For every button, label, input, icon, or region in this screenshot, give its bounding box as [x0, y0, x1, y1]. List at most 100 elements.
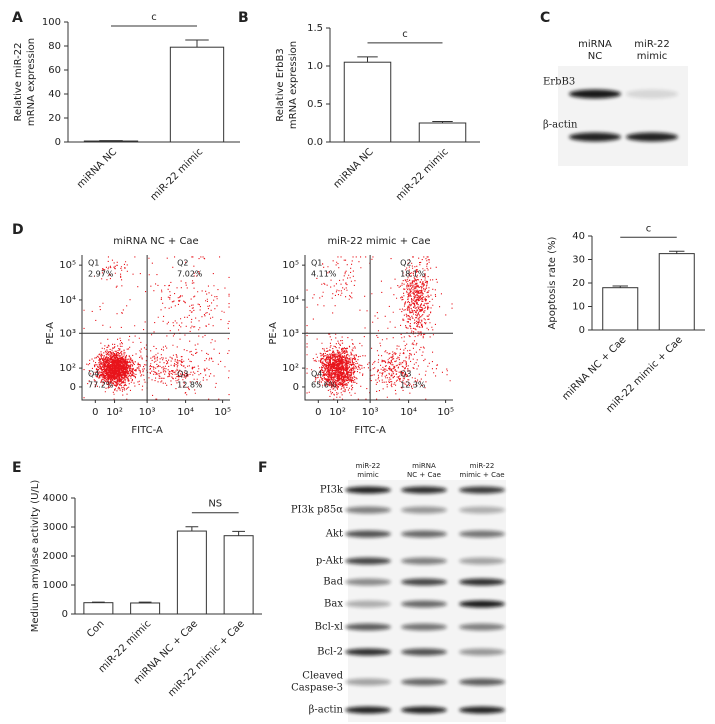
x-axis-label: FITC-A	[354, 425, 386, 436]
x-tick-label: 10³	[139, 407, 156, 418]
error-bar	[185, 526, 199, 532]
bar	[130, 602, 161, 615]
y-tick-label: 80	[48, 41, 61, 52]
plot-title: miR-22 mimic + Cae	[327, 236, 430, 247]
blot-row-label: PI3k p85α	[291, 505, 343, 516]
blot-band	[345, 578, 391, 586]
panel-label: F	[258, 460, 268, 476]
x-tick-label: 10⁴	[400, 407, 417, 418]
quadrant-name: Q2	[400, 259, 411, 268]
x-tick-label: miR-22 mimic + Cae	[166, 618, 247, 699]
blot-row-label: PI3k	[320, 485, 344, 496]
y-axis-label: Relative miR-22	[13, 43, 24, 122]
quadrant-name: Q4	[311, 370, 322, 379]
blot-band	[459, 648, 505, 656]
y-axis-label: Relative ErbB3	[275, 48, 286, 122]
blot-column-label: miR-22	[356, 462, 381, 470]
bar	[83, 140, 139, 143]
quadrant-value: 65.6%	[311, 381, 337, 390]
blot-band	[459, 557, 505, 565]
event-dots	[306, 256, 453, 400]
x-tick-label: 10⁵	[214, 407, 231, 418]
blot-column-label: miR-22	[634, 39, 669, 50]
blot-band	[401, 648, 447, 656]
blot-band	[345, 678, 391, 686]
error-bar	[232, 530, 246, 536]
error-bar	[612, 285, 628, 288]
y-tick-label: 0.0	[307, 137, 323, 148]
blot-row-label: Bcl-xl	[315, 622, 343, 633]
blot-row-label: Akt	[325, 529, 343, 540]
x-tick-label: miR-22 mimic	[149, 146, 206, 203]
x-axis-label: FITC-A	[131, 425, 163, 436]
blot-row-label: ErbB3	[543, 77, 575, 88]
blot-row-label: β-actin	[543, 120, 578, 131]
blot-band	[459, 623, 505, 631]
y-axis-label: mRNA expression	[26, 38, 37, 126]
y-tick-label: 3000	[43, 522, 68, 533]
significance-label: c	[402, 29, 408, 40]
blot-band	[459, 486, 505, 494]
y-axis-label: Medium amylase activity (U/L)	[30, 480, 41, 633]
blot-band	[345, 623, 391, 631]
bar	[176, 530, 207, 615]
y-tick-label: 0.5	[307, 99, 323, 110]
blot-band	[345, 600, 391, 608]
y-tick-label: 0	[55, 137, 61, 148]
blot-band	[459, 578, 505, 586]
y-tick-label: 10²	[59, 363, 76, 374]
y-tick-label: 10	[572, 302, 585, 313]
y-tick-label: 4000	[43, 493, 68, 504]
y-tick-label: 10⁴	[59, 295, 76, 306]
blot-band	[345, 557, 391, 565]
y-axis-label: PE-A	[268, 322, 279, 345]
blot-band	[401, 530, 447, 538]
blot-band	[345, 530, 391, 538]
x-tick-label: 0	[315, 407, 321, 418]
quadrant-value: 12.3%	[400, 381, 426, 390]
quadrant-name: Q1	[311, 259, 322, 268]
blot-band	[569, 89, 621, 99]
blot-band	[401, 578, 447, 586]
blot-band	[401, 623, 447, 631]
y-axis-label: mRNA expression	[288, 41, 299, 129]
bar	[169, 46, 225, 143]
blot-column-label: mimic	[637, 51, 668, 62]
significance-label: NS	[208, 499, 222, 510]
y-tick-label: 10²	[282, 363, 299, 374]
blot-band	[401, 486, 447, 494]
blot-band	[459, 506, 505, 514]
blot-column-label: miR-22	[470, 462, 495, 470]
error-bar	[357, 56, 378, 63]
blot-band	[345, 648, 391, 656]
bar	[83, 602, 114, 615]
x-tick-label: Con	[85, 618, 107, 640]
blot-band	[459, 530, 505, 538]
quadrant-value: 7.02%	[177, 270, 203, 279]
panel-label: B	[238, 10, 249, 26]
x-tick-label: miRNA NC	[332, 146, 376, 190]
y-tick-label: 2000	[43, 551, 68, 562]
error-bar	[138, 601, 152, 603]
x-tick-label: 10⁴	[177, 407, 194, 418]
x-tick-label: 10²	[106, 407, 123, 418]
y-tick-label: 0	[579, 325, 585, 336]
blot-band	[626, 132, 678, 142]
quadrant-value: 77.2%	[88, 381, 114, 390]
y-tick-label: 0	[293, 382, 299, 393]
blot-row-label: Bad	[323, 577, 343, 588]
plot-axes	[81, 255, 230, 401]
y-tick-label: 10³	[282, 328, 299, 339]
x-tick-label: 10²	[329, 407, 346, 418]
blot-row-label: p-Akt	[316, 556, 343, 567]
y-tick-label: 1.0	[307, 61, 323, 72]
y-tick-label: 30	[572, 255, 585, 266]
y-tick-label: 20	[572, 278, 585, 289]
x-tick-label: miR-22 mimic	[394, 146, 451, 203]
quadrant-value: 12.8%	[177, 381, 203, 390]
blot-band	[401, 506, 447, 514]
y-axis-label: PE-A	[45, 322, 56, 345]
blot-row-label: Bax	[324, 599, 343, 610]
significance-label: c	[151, 12, 157, 23]
